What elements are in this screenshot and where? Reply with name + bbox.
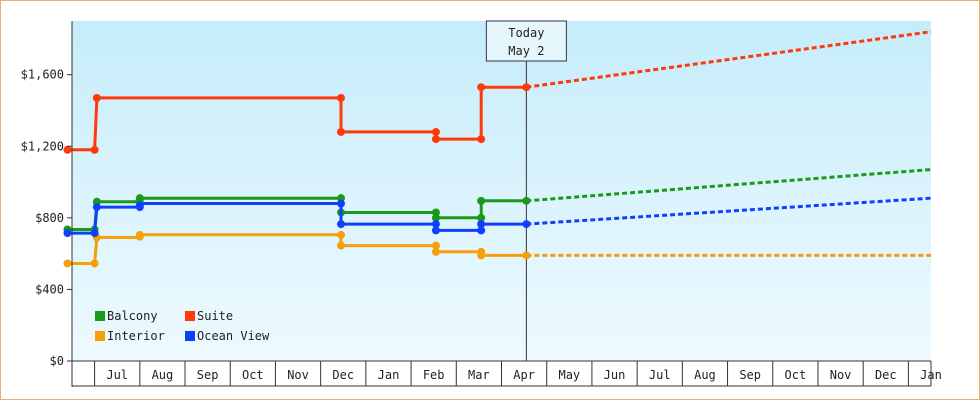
data-point-ocean-view [63, 229, 72, 238]
x-tick-label: Jul [106, 368, 128, 382]
y-tick-label: $400 [35, 282, 64, 296]
data-point-interior [337, 230, 346, 239]
x-tick-label: Jul [649, 368, 671, 382]
data-point-interior [431, 247, 440, 256]
data-point-suite [337, 127, 346, 136]
data-point-suite [337, 93, 346, 102]
y-tick-label: $0 [50, 354, 64, 368]
data-point-interior [135, 230, 144, 239]
data-point-suite [477, 135, 486, 144]
legend-swatch-suite [185, 311, 195, 321]
data-point-balcony [135, 194, 144, 203]
plot-area [72, 21, 931, 361]
data-point-ocean-view [522, 220, 531, 229]
data-point-balcony [477, 196, 486, 205]
data-point-ocean-view [477, 226, 486, 235]
today-marker: Today May 2 [485, 20, 567, 361]
x-tick-label: Sep [739, 368, 761, 382]
x-tick-label: Jan [378, 368, 400, 382]
data-point-interior [431, 241, 440, 250]
legend-label-suite: Suite [197, 309, 233, 323]
data-point-suite [90, 145, 99, 154]
x-tick-label: Nov [287, 368, 309, 382]
legend-swatch-ocean-view [185, 331, 195, 341]
x-tick-label: Jun [604, 368, 626, 382]
data-point-ocean-view [431, 226, 440, 235]
series-line-suite [67, 85, 527, 152]
series-layer [63, 30, 932, 268]
legend-label-ocean-view: Ocean View [197, 329, 270, 343]
today-box [485, 20, 567, 62]
data-point-balcony [477, 213, 486, 222]
x-tick-label: Aug [152, 368, 174, 382]
x-tick-label: Feb [423, 368, 445, 382]
x-tick-label: Aug [694, 368, 716, 382]
x-tick-label: Oct [785, 368, 807, 382]
legend-label-balcony: Balcony [107, 309, 158, 323]
data-point-suite [431, 127, 440, 136]
x-tick-label: Mar [468, 368, 490, 382]
data-point-ocean-view [431, 220, 440, 229]
x-tick-label: Jan [920, 368, 942, 382]
data-point-ocean-view [337, 199, 346, 208]
data-point-ocean-view [477, 220, 486, 229]
data-point-interior [90, 259, 99, 268]
data-point-interior [337, 241, 346, 250]
x-tick-label: Oct [242, 368, 264, 382]
forecast-line-balcony [526, 168, 932, 203]
data-point-suite [92, 93, 101, 102]
y-tick-label: $1,600 [21, 68, 64, 82]
data-point-suite [63, 145, 72, 154]
y-tick-label: $1,200 [21, 139, 64, 153]
data-point-ocean-view [337, 220, 346, 229]
axes-layer: $0 $400 $800 $1,200 $1,600 Jul Aug Sep Oct Nov Dec… [21, 21, 942, 387]
x-tick-label: Dec [875, 368, 897, 382]
data-point-ocean-view [90, 229, 99, 238]
data-point-ocean-view [135, 201, 144, 210]
data-point-suite [477, 83, 486, 92]
data-point-suite [431, 135, 440, 144]
data-point-ocean-view [92, 203, 101, 212]
x-tick-label: Dec [332, 368, 354, 382]
data-point-interior [63, 259, 72, 268]
data-point-interior [522, 251, 531, 260]
today-date-label: May 2 [508, 44, 544, 58]
legend-swatch-interior [95, 331, 105, 341]
legend: Balcony Suite Interior Ocean View [95, 309, 270, 343]
x-tick-label: Sep [197, 368, 219, 382]
x-tick-label: May [558, 368, 580, 382]
x-tick-label: Nov [830, 368, 852, 382]
y-tick-label: $800 [35, 211, 64, 225]
today-label: Today [508, 26, 544, 40]
forecast-line-suite [526, 30, 932, 89]
data-point-balcony [431, 213, 440, 222]
data-point-interior [477, 251, 486, 260]
forecast-line-ocean-view [526, 196, 932, 226]
data-point-balcony [522, 196, 531, 205]
x-tick-label: Apr [513, 368, 535, 382]
legend-swatch-balcony [95, 311, 105, 321]
data-point-suite [522, 83, 531, 92]
legend-label-interior: Interior [107, 329, 165, 343]
